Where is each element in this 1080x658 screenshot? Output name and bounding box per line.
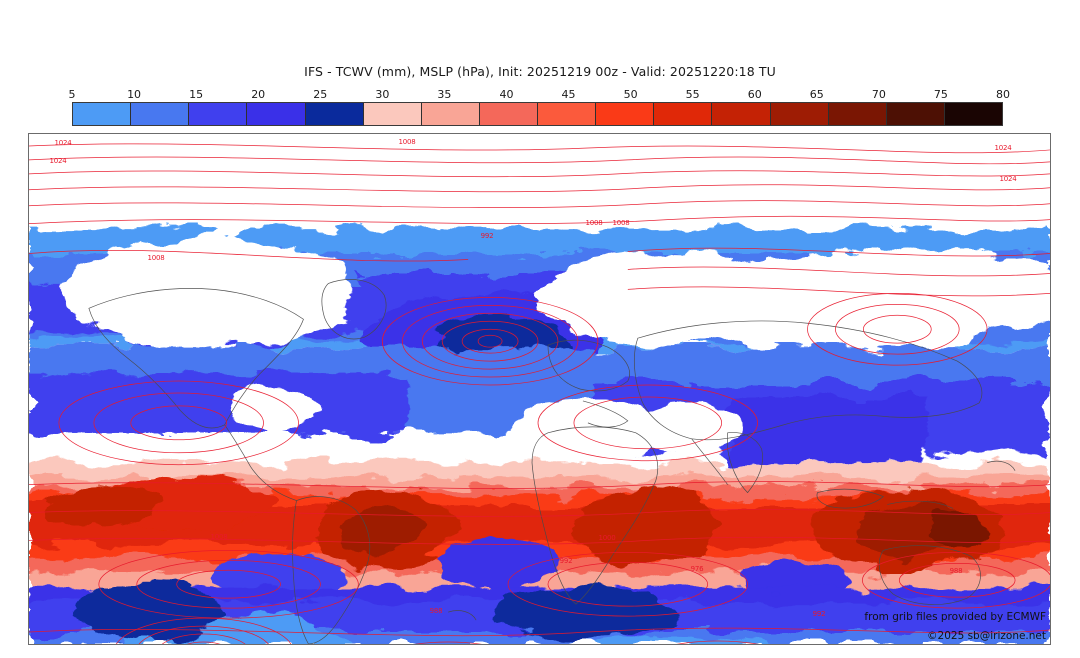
isobar-label: 1008	[398, 138, 416, 146]
isobar-label: 988	[949, 567, 963, 575]
colorbar-tick-label: 60	[747, 88, 762, 101]
isobar-label: 992	[480, 232, 494, 240]
colorbar-tick-label: 45	[561, 88, 576, 101]
isobar-label: 992	[559, 557, 573, 565]
colorbar-swatch	[189, 103, 248, 125]
map-canvas[interactable]: 1024 1024 1024 1024 1008 1008 1008 992 1008 1000 9…	[28, 133, 1051, 645]
colorbar-tick-label: 40	[499, 88, 514, 101]
data-source-credit: from grib files provided by ECMWF	[864, 611, 1046, 623]
colorbar-tick-label: 80	[996, 88, 1010, 101]
isobar-label: 1008	[210, 533, 228, 541]
isobar-label: 1024	[54, 139, 72, 147]
colorbar-tick-label: 25	[313, 88, 328, 101]
colorbar-tick-label: 75	[933, 88, 948, 101]
colorbar-swatch	[944, 103, 1002, 125]
isobar-label: 1008	[147, 254, 165, 262]
isobar-label: 1024	[49, 157, 67, 165]
colorbar-swatch	[479, 103, 538, 125]
isobar-label: 988	[429, 607, 443, 615]
isobar-label: 1024	[994, 144, 1012, 152]
colorbar-tick-label: 10	[127, 88, 142, 101]
colorbar-swatch	[886, 103, 945, 125]
colorbar: 5 10 15 20 25 30 35 40 45 50 55 60 65 70 75 80	[68, 88, 1011, 128]
colorbar-tick-label: 35	[437, 88, 452, 101]
isobar-label: 992	[812, 610, 826, 618]
colorbar-swatch	[828, 103, 887, 125]
colorbar-tick-labels: 5 10 15 20 25 30 35 40 45 50 55 60 65 70 75 80	[68, 88, 1011, 102]
copyright-credit: ©2025 sb@irizone.net	[927, 630, 1046, 642]
colorbar-swatch	[712, 103, 771, 125]
colorbar-swatch	[654, 103, 713, 125]
colorbar-tick-label: 20	[251, 88, 266, 101]
colorbar-tick-label: 30	[375, 88, 390, 101]
isobar-label: 1000	[598, 534, 616, 542]
colorbar-swatch	[305, 103, 364, 125]
colorbar-tick-label: 50	[623, 88, 638, 101]
map-graphic	[29, 134, 1050, 644]
isobar-label: 1008	[612, 219, 630, 227]
colorbar-swatch	[247, 103, 306, 125]
colorbar-swatch	[73, 103, 132, 125]
colorbar-tick-label: 5	[68, 88, 76, 101]
isobar-label: 976	[690, 565, 704, 573]
colorbar-swatch	[131, 103, 190, 125]
colorbar-tick-label: 70	[871, 88, 886, 101]
colorbar-swatch	[770, 103, 829, 125]
isobar-label: 1024	[999, 175, 1017, 183]
colorbar-swatches	[72, 102, 1003, 126]
page-title: IFS - TCWV (mm), MSLP (hPa), Init: 20251…	[304, 64, 776, 79]
colorbar-tick-label: 15	[189, 88, 204, 101]
colorbar-swatch	[538, 103, 597, 125]
colorbar-tick-label: 55	[685, 88, 700, 101]
colorbar-swatch	[596, 103, 655, 125]
colorbar-swatch	[363, 103, 422, 125]
colorbar-tick-label: 65	[809, 88, 824, 101]
isobar-label: 1008	[585, 219, 603, 227]
colorbar-swatch	[421, 103, 480, 125]
